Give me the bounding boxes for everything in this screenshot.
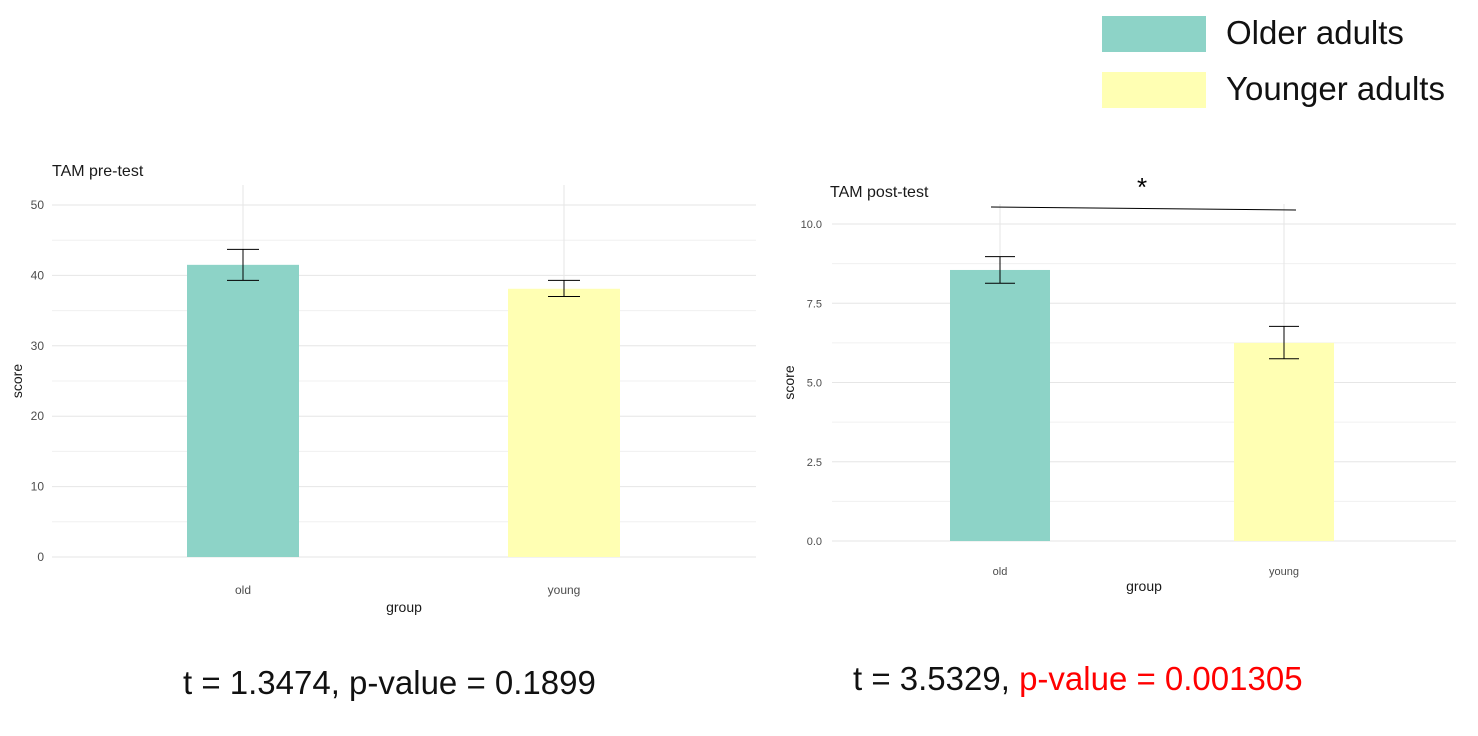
x-tick-label-old: old (235, 583, 251, 597)
post-test-stats: t = 3.5329, p-value = 0.001305 (853, 660, 1303, 698)
chart-title-post: TAM post-test (830, 184, 929, 201)
post-test-t-value: t = 3.5329, (853, 660, 1020, 697)
significance-asterisk: * (1137, 172, 1147, 202)
y-axis-label-pre: score (9, 364, 25, 398)
y-tick-label: 50 (31, 198, 45, 212)
bar-old (187, 264, 299, 557)
y-tick-label: 0 (37, 550, 44, 564)
y-tick-label: 30 (31, 339, 45, 353)
y-tick-label: 10.0 (801, 219, 822, 231)
legend-swatch-younger (1102, 72, 1206, 108)
y-tick-label: 5.0 (807, 378, 822, 390)
bar-young (1234, 342, 1334, 541)
y-tick-label: 40 (31, 268, 45, 282)
y-tick-label: 20 (31, 409, 45, 423)
y-tick-label: 7.5 (807, 298, 822, 310)
post-test-p-value: p-value = 0.001305 (1019, 660, 1303, 697)
x-axis-label-post: group (1126, 578, 1162, 594)
x-axis-label-pre: group (386, 599, 422, 615)
pre-test-stats: t = 1.3474, p-value = 0.1899 (183, 664, 596, 701)
y-tick-label: 10 (31, 480, 45, 494)
x-tick-label-old: old (993, 566, 1008, 578)
legend-item-older: Older adults (1102, 14, 1462, 52)
chart-title-pre: TAM pre-test (52, 163, 144, 180)
y-tick-label: 0.0 (807, 536, 822, 548)
significance-bracket (990, 206, 1297, 211)
legend-item-younger: Younger adults (1102, 70, 1462, 108)
legend-label-older: Older adults (1226, 14, 1404, 51)
y-tick-label: 2.5 (807, 457, 822, 469)
bar-young (508, 288, 620, 557)
x-tick-label-young: young (1269, 566, 1299, 578)
x-tick-label-young: young (548, 583, 581, 597)
legend-label-younger: Younger adults (1226, 70, 1445, 107)
y-axis-label-post: score (781, 365, 797, 399)
bar-old (950, 269, 1050, 541)
legend-swatch-older (1102, 16, 1206, 52)
